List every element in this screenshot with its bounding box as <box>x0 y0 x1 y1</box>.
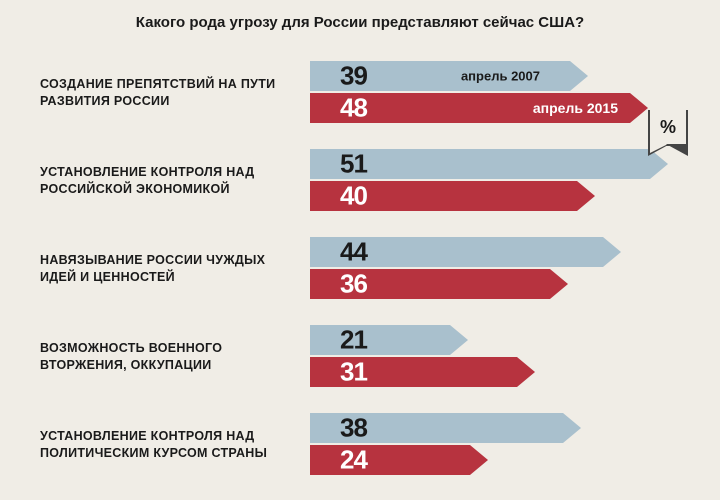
bar-2007: 44 <box>310 237 621 267</box>
percent-symbol: % <box>660 117 676 138</box>
chart-row: СОЗДАНИЕ ПРЕПЯТСТВИЙ НА ПУТИ РАЗВИТИЯ РО… <box>40 49 720 137</box>
bar-2007: 39 апрель 2007 <box>310 61 588 91</box>
bar-2007-value: 51 <box>340 149 367 180</box>
bar-2007-value: 39 <box>340 61 367 92</box>
chart-row: НАВЯЗЫВАНИЕ РОССИИ ЧУЖДЫХ ИДЕЙ И ЦЕННОСТ… <box>40 225 720 313</box>
row-label: УСТАНОВЛЕНИЕ КОНТРОЛЯ НАД ПОЛИТИЧЕСКИМ К… <box>40 428 310 462</box>
row-bars: 4436 <box>310 225 720 313</box>
bar-chart: СОЗДАНИЕ ПРЕПЯТСТВИЙ НА ПУТИ РАЗВИТИЯ РО… <box>0 49 720 489</box>
bar-2015: 36 <box>310 269 568 299</box>
row-label: ВОЗМОЖНОСТЬ ВОЕННОГО ВТОРЖЕНИЯ, ОККУПАЦИ… <box>40 340 310 374</box>
bar-2007: 38 <box>310 413 581 443</box>
bar-2015-value: 40 <box>340 181 367 212</box>
bar-2015-value: 36 <box>340 269 367 300</box>
row-label: НАВЯЗЫВАНИЕ РОССИИ ЧУЖДЫХ ИДЕЙ И ЦЕННОСТ… <box>40 252 310 286</box>
legend-2007: апрель 2007 <box>461 69 540 84</box>
row-label: УСТАНОВЛЕНИЕ КОНТРОЛЯ НАД РОССИЙСКОЙ ЭКО… <box>40 164 310 198</box>
bar-2015: 40 <box>310 181 595 211</box>
percent-badge: % <box>648 110 688 146</box>
bar-2015: 31 <box>310 357 535 387</box>
bar-2007-value: 44 <box>340 237 367 268</box>
bar-2007: 51 <box>310 149 668 179</box>
row-bars: 3824 <box>310 401 720 489</box>
bar-2007-value: 21 <box>340 325 367 356</box>
bar-2015: 24 <box>310 445 488 475</box>
bar-2015: 48 апрель 2015 <box>310 93 648 123</box>
bar-2007: 21 <box>310 325 468 355</box>
legend-2015: апрель 2015 <box>533 100 618 116</box>
bar-2015-value: 31 <box>340 357 367 388</box>
row-label: СОЗДАНИЕ ПРЕПЯТСТВИЙ НА ПУТИ РАЗВИТИЯ РО… <box>40 76 310 110</box>
bar-2007-value: 38 <box>340 413 367 444</box>
bar-2015-value: 24 <box>340 445 367 476</box>
chart-row: УСТАНОВЛЕНИЕ КОНТРОЛЯ НАД ПОЛИТИЧЕСКИМ К… <box>40 401 720 489</box>
chart-row: ВОЗМОЖНОСТЬ ВОЕННОГО ВТОРЖЕНИЯ, ОККУПАЦИ… <box>40 313 720 401</box>
bar-2015-value: 48 <box>340 93 367 124</box>
chart-title: Какого рода угрозу для России представля… <box>0 0 720 49</box>
row-bars: 2131 <box>310 313 720 401</box>
chart-row: УСТАНОВЛЕНИЕ КОНТРОЛЯ НАД РОССИЙСКОЙ ЭКО… <box>40 137 720 225</box>
